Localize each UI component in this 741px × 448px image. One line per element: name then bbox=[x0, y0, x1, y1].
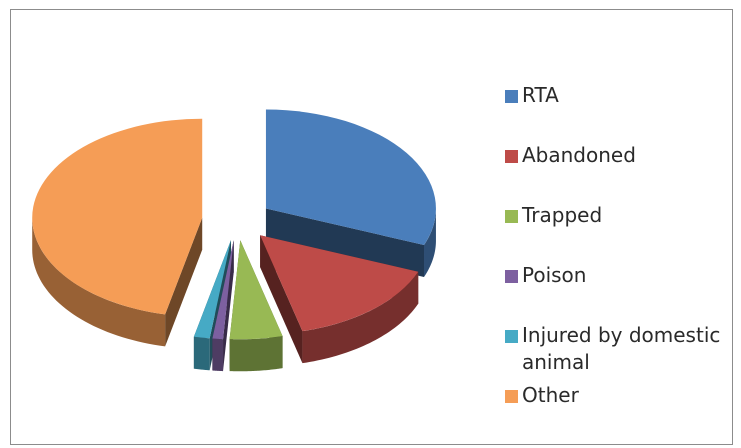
legend-label-trapped: Trapped bbox=[522, 203, 603, 227]
pie-slice-top-face bbox=[212, 240, 234, 340]
pie-slice-top-face bbox=[229, 240, 283, 340]
legend-swatch-rta bbox=[505, 90, 518, 103]
legend-label-other: Other bbox=[522, 383, 579, 407]
pie-slice-outer-wall bbox=[424, 208, 436, 277]
pie-slice-rta bbox=[265, 109, 436, 277]
legend-item-abandoned: Abandoned bbox=[505, 142, 741, 169]
legend-swatch-other bbox=[505, 390, 518, 403]
pie-slice-outer-wall bbox=[32, 217, 166, 347]
legend-label-poison: Poison bbox=[522, 263, 587, 287]
legend-label-abandoned: Abandoned bbox=[522, 143, 636, 167]
pie-slice-trapped bbox=[229, 240, 283, 372]
pie-chart bbox=[32, 109, 436, 372]
pie-slice-other bbox=[32, 118, 203, 347]
legend-swatch-injured bbox=[505, 330, 518, 343]
legend-swatch-poison bbox=[505, 270, 518, 283]
legend-item-other: Other bbox=[505, 382, 741, 409]
chart-area: RTA Abandoned Trapped Poison Injured by … bbox=[10, 9, 733, 445]
pie-slice-top-face bbox=[265, 109, 436, 245]
pie-slice-side-wall bbox=[260, 235, 303, 364]
pie-slice-top-face bbox=[260, 235, 419, 332]
legend-swatch-abandoned bbox=[505, 150, 518, 163]
legend-label-rta: RTA bbox=[522, 83, 559, 107]
pie-slice-side-wall bbox=[165, 217, 203, 347]
pie-slice-top-face bbox=[32, 118, 203, 315]
pie-slice-top-face bbox=[193, 240, 231, 339]
pie-slice-abandoned bbox=[260, 235, 419, 364]
pie-slice-poison bbox=[212, 240, 234, 372]
pie-slice-side-wall bbox=[265, 208, 425, 277]
legend-item-injured-by-domestic-animal: Injured by domestic animal bbox=[505, 322, 741, 376]
legend-item-rta: RTA bbox=[505, 82, 741, 109]
legend-item-trapped: Trapped bbox=[505, 202, 741, 229]
legend-swatch-trapped bbox=[505, 210, 518, 223]
pie-slice-outer-wall bbox=[193, 336, 210, 371]
pie-slices bbox=[32, 109, 436, 372]
legend-label-injured: Injured by domestic animal bbox=[522, 323, 721, 374]
legend-item-poison: Poison bbox=[505, 262, 741, 289]
pie-slice-outer-wall bbox=[302, 271, 419, 364]
pie-slice-outer-wall bbox=[229, 336, 283, 372]
pie-slice-outer-wall bbox=[212, 338, 224, 372]
